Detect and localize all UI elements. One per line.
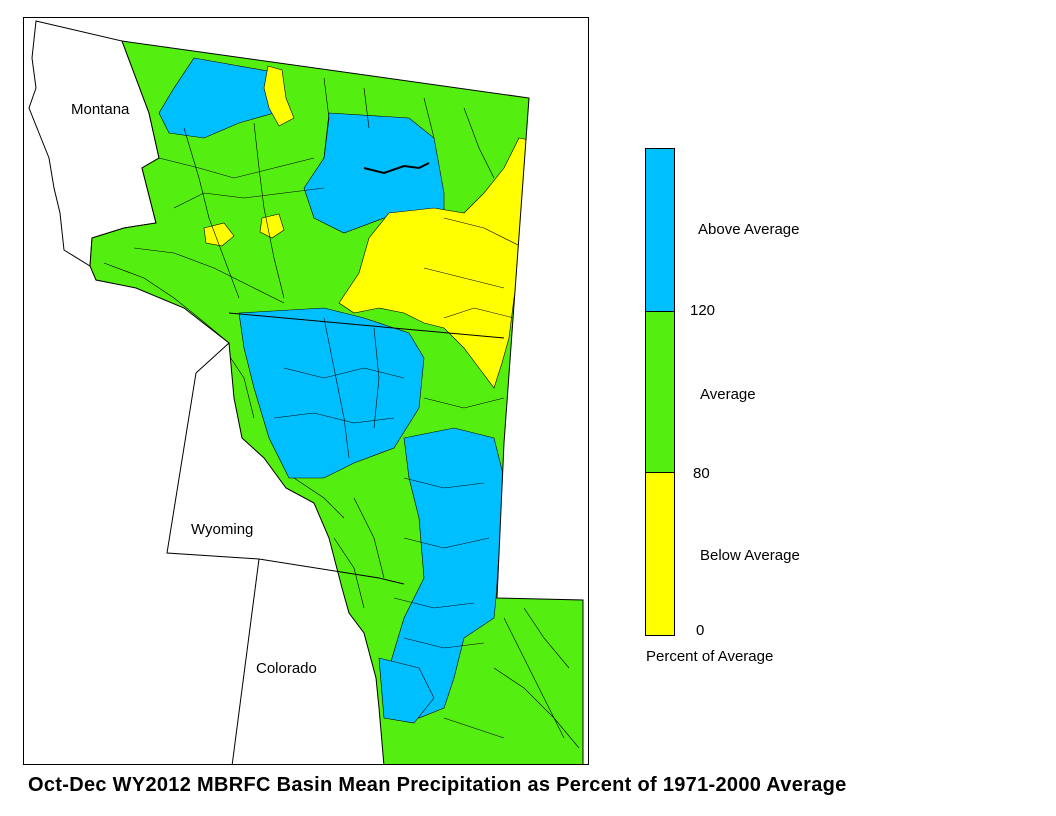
map-frame: Montana Wyoming Colorado [23, 17, 589, 765]
legend-tick-0: 0 [696, 622, 705, 639]
legend-tick-80: 80 [693, 465, 710, 482]
legend-average-swatch [646, 311, 674, 473]
basin-outline [89, 40, 584, 764]
legend-below-swatch [646, 473, 674, 635]
below-region-west-small [203, 222, 235, 247]
legend-above-label: Above Average [698, 221, 800, 238]
basin-boundaries [103, 77, 580, 749]
legend-title: Percent of Average [646, 648, 774, 665]
above-region-center [238, 307, 425, 479]
map-caption: Oct-Dec WY2012 MBRFC Basin Mean Precipit… [28, 774, 847, 796]
legend-color-bar [645, 148, 675, 636]
montana-label: Montana [71, 101, 130, 118]
colorado-label: Colorado [256, 660, 317, 677]
legend-below-label: Below Average [700, 547, 800, 564]
legend-average-label: Average [700, 386, 756, 403]
precipitation-map [28, 20, 584, 764]
below-region-center-small [259, 213, 285, 239]
above-region-south [388, 427, 505, 719]
below-region-north-small [263, 65, 295, 127]
lake-line [363, 162, 430, 175]
state-boundaries [166, 312, 505, 764]
wyoming-label: Wyoming [191, 521, 254, 538]
legend-tick-120: 120 [690, 302, 716, 319]
legend-above-swatch [646, 149, 674, 311]
above-region-southwest [378, 657, 435, 724]
above-region-central-north [303, 112, 445, 234]
